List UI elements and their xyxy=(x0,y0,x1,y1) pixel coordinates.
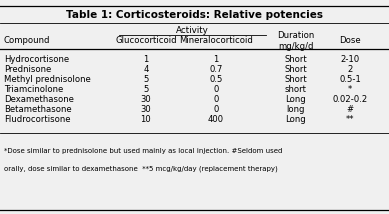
Text: Methyl prednisolone: Methyl prednisolone xyxy=(4,75,91,84)
Text: Long: Long xyxy=(285,115,306,124)
Text: Triamcinolone: Triamcinolone xyxy=(4,85,63,94)
Text: 2: 2 xyxy=(347,65,353,74)
Text: #: # xyxy=(347,105,354,114)
Text: 0: 0 xyxy=(213,105,219,114)
Text: Activity: Activity xyxy=(176,26,209,35)
Text: Dose: Dose xyxy=(339,36,361,45)
Text: 0: 0 xyxy=(213,95,219,104)
Text: **: ** xyxy=(346,115,354,124)
Text: Short: Short xyxy=(284,75,307,84)
Text: Prednisone: Prednisone xyxy=(4,65,51,74)
Text: orally, dose similar to dexamethasone  **5 mcg/kg/day (replacement therapy): orally, dose similar to dexamethasone **… xyxy=(4,166,278,172)
Text: short: short xyxy=(285,85,307,94)
Text: 0.02-0.2: 0.02-0.2 xyxy=(333,95,368,104)
Text: 10: 10 xyxy=(140,115,151,124)
Text: *: * xyxy=(348,85,352,94)
Text: 400: 400 xyxy=(208,115,224,124)
Text: 30: 30 xyxy=(140,95,151,104)
Text: Short: Short xyxy=(284,65,307,74)
Text: 0.5: 0.5 xyxy=(209,75,223,84)
Text: Compound: Compound xyxy=(4,36,51,45)
Text: 1: 1 xyxy=(213,55,219,64)
Text: 4: 4 xyxy=(143,65,149,74)
Text: 5: 5 xyxy=(143,75,149,84)
Text: Short: Short xyxy=(284,55,307,64)
Text: Long: Long xyxy=(285,95,306,104)
Text: 5: 5 xyxy=(143,85,149,94)
Text: 2-10: 2-10 xyxy=(340,55,360,64)
Text: Hydrocortisone: Hydrocortisone xyxy=(4,55,69,64)
Text: 30: 30 xyxy=(140,105,151,114)
Text: Glucocorticoid: Glucocorticoid xyxy=(115,36,177,45)
Text: 1: 1 xyxy=(143,55,149,64)
Text: 0.5-1: 0.5-1 xyxy=(339,75,361,84)
Text: Dexamethasone: Dexamethasone xyxy=(4,95,74,104)
Text: *Dose similar to prednisolone but used mainly as local injection. #Seldom used: *Dose similar to prednisolone but used m… xyxy=(4,148,282,154)
Text: 0: 0 xyxy=(213,85,219,94)
Text: Mineralocorticoid: Mineralocorticoid xyxy=(179,36,253,45)
Text: Betamethasone: Betamethasone xyxy=(4,105,72,114)
Text: Table 1: Corticosteroids: Relative potencies: Table 1: Corticosteroids: Relative poten… xyxy=(66,10,323,19)
Text: 0.7: 0.7 xyxy=(209,65,223,74)
Text: long: long xyxy=(286,105,305,114)
Text: Duration
mg/kg/d: Duration mg/kg/d xyxy=(277,31,314,51)
Text: Fludrocortisone: Fludrocortisone xyxy=(4,115,70,124)
